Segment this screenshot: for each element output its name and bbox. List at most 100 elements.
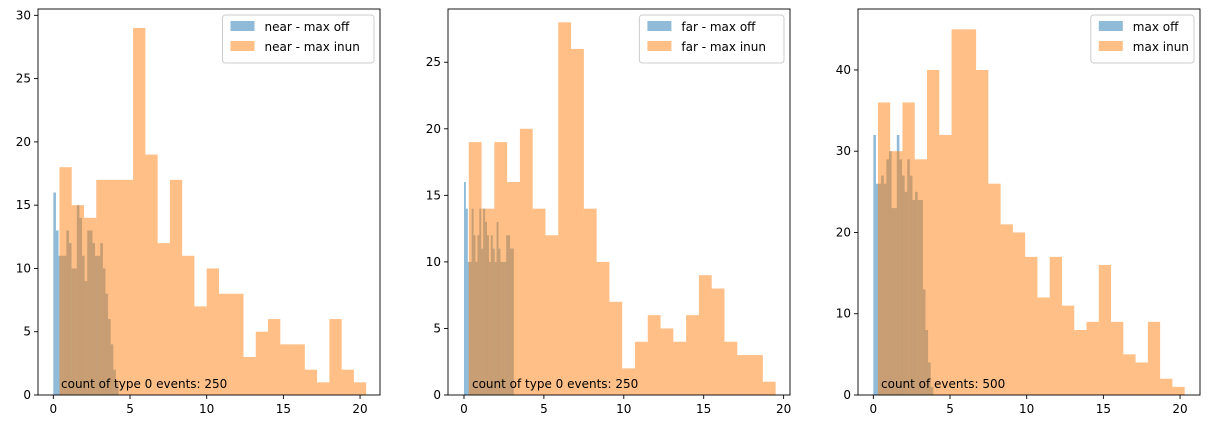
histogram-bar bbox=[724, 341, 738, 395]
histogram-bar bbox=[494, 142, 508, 395]
histogram-bar bbox=[108, 179, 121, 395]
x-tick-label: 0 bbox=[50, 402, 58, 416]
legend-swatch bbox=[230, 41, 255, 51]
histogram-bar bbox=[468, 142, 482, 395]
histogram-bar bbox=[133, 27, 146, 395]
y-tick-label: 25 bbox=[16, 72, 31, 86]
histogram-bar bbox=[1086, 321, 1099, 395]
x-tick-label: 5 bbox=[946, 402, 954, 416]
histogram-bar bbox=[660, 328, 674, 395]
histogram-bar bbox=[1111, 321, 1124, 395]
histogram-bar bbox=[532, 208, 546, 395]
histogram-bar bbox=[558, 22, 572, 396]
legend-label: max inun bbox=[1133, 40, 1189, 54]
histogram-bar bbox=[1049, 256, 1062, 395]
legend-label: near - max off bbox=[265, 20, 351, 34]
histogram-bar bbox=[218, 293, 232, 395]
histogram-bar bbox=[353, 382, 367, 395]
legend-label: far - max inun bbox=[681, 40, 766, 54]
histogram-bar bbox=[927, 69, 940, 395]
x-tick-label: 15 bbox=[276, 402, 291, 416]
y-tick-label: 20 bbox=[836, 225, 851, 239]
y-tick-label: 0 bbox=[843, 388, 851, 402]
y-tick-label: 20 bbox=[426, 122, 441, 136]
axes-frame bbox=[857, 8, 1201, 396]
y-tick-label: 5 bbox=[23, 325, 31, 339]
x-tick-label: 10 bbox=[616, 402, 631, 416]
chart-panel-1: 0 5 10 15 20 0 5 10 15 20 25 30 count of type 0 even… bbox=[16, 8, 381, 416]
y-tick-label: 20 bbox=[16, 135, 31, 149]
histogram-bar bbox=[481, 208, 495, 395]
annotation-text: count of type 0 events: 250 bbox=[472, 377, 638, 391]
axes-frame bbox=[447, 8, 791, 396]
histogram-bar bbox=[507, 182, 520, 395]
x-tick-label: 20 bbox=[352, 402, 367, 416]
legend: far - max off far - max inun bbox=[638, 14, 785, 64]
histogram-bar bbox=[1135, 362, 1148, 395]
histogram-bar bbox=[59, 167, 72, 395]
x-tick-label: 10 bbox=[199, 402, 214, 416]
histogram-bar bbox=[317, 382, 330, 395]
histogram-bar bbox=[963, 29, 977, 395]
histogram-bar bbox=[711, 288, 725, 395]
histogram-bar bbox=[647, 315, 661, 395]
y-tick-label: 0 bbox=[433, 388, 441, 402]
histogram-bar bbox=[341, 369, 354, 395]
histogram-bar bbox=[84, 217, 97, 395]
histogram-bar bbox=[304, 369, 318, 395]
histogram-bar bbox=[169, 179, 183, 395]
legend-swatch bbox=[230, 21, 255, 31]
legend-swatch bbox=[1098, 21, 1123, 31]
x-tick-label: 20 bbox=[1172, 402, 1187, 416]
legend-label: far - max off bbox=[681, 20, 756, 34]
histogram-bar bbox=[1012, 232, 1026, 395]
histogram-bar bbox=[519, 128, 533, 396]
histogram-bar bbox=[873, 134, 876, 395]
histogram-bar bbox=[673, 341, 687, 395]
x-tick-label: 5 bbox=[540, 402, 548, 416]
histogram-bar bbox=[182, 255, 195, 395]
legend: max off max inun bbox=[1090, 14, 1195, 64]
histogram-bar bbox=[583, 208, 597, 395]
histogram-bar bbox=[951, 29, 964, 395]
chart-panel-3: 0 5 10 15 20 0 10 20 30 40 count of events: 500 max… bbox=[836, 8, 1201, 416]
series-2 bbox=[877, 29, 1185, 395]
x-tick-label: 0 bbox=[460, 402, 468, 416]
histogram-bar bbox=[96, 179, 109, 395]
histogram-bar bbox=[55, 230, 59, 395]
legend-swatch bbox=[1098, 41, 1123, 51]
histogram-bar bbox=[1025, 256, 1038, 395]
histogram-bar bbox=[231, 293, 244, 395]
axes-frame bbox=[37, 8, 381, 396]
histogram-bar bbox=[902, 102, 915, 395]
chart-panel-2: 0 5 10 15 20 0 5 10 15 20 25 count of type 0 events… bbox=[426, 8, 791, 416]
histogram-bar bbox=[1147, 321, 1161, 395]
histogram-bar bbox=[465, 208, 468, 395]
histogram-bar bbox=[914, 159, 928, 395]
histogram-bar bbox=[255, 331, 269, 395]
legend-label: max off bbox=[1133, 20, 1179, 34]
series-2 bbox=[468, 22, 776, 396]
histogram-bar bbox=[750, 355, 763, 395]
histogram-bar bbox=[1061, 305, 1075, 395]
histogram-bar bbox=[463, 182, 466, 395]
histogram-bar bbox=[1172, 386, 1185, 395]
histogram-bar bbox=[292, 344, 305, 395]
annotation-text: count of events: 500 bbox=[881, 377, 1005, 391]
histogram-bar bbox=[890, 151, 903, 395]
histogram-bar bbox=[571, 48, 584, 396]
x-tick-label: 0 bbox=[870, 402, 878, 416]
histogram-bar bbox=[53, 192, 56, 395]
histogram-bar bbox=[988, 183, 1001, 395]
histogram-bar bbox=[976, 69, 989, 395]
legend-label: near - max inun bbox=[265, 40, 360, 54]
histogram-bar bbox=[120, 179, 134, 395]
histogram-bar bbox=[1000, 224, 1013, 395]
annotation-text: count of type 0 events: 250 bbox=[61, 377, 227, 391]
histogram-bar bbox=[243, 357, 256, 395]
y-tick-label: 15 bbox=[16, 198, 31, 212]
histogram-bar bbox=[1074, 329, 1087, 395]
histogram-bar bbox=[877, 102, 891, 395]
y-tick-label: 15 bbox=[426, 188, 441, 202]
